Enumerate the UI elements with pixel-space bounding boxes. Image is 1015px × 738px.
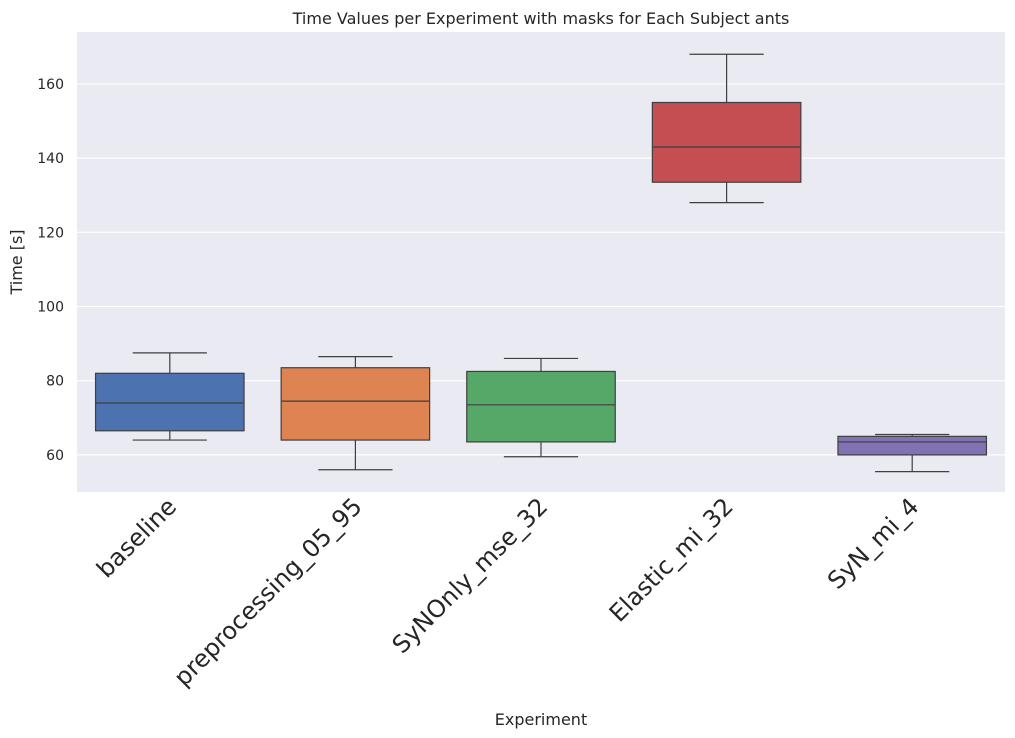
x-axis-label: Experiment: [495, 710, 587, 729]
y-tick-label: 160: [37, 77, 64, 93]
x-tick-label: Elastic_mi_32: [604, 492, 739, 627]
x-tick-label: preprocessing_05_95: [168, 492, 367, 691]
y-tick-label: 80: [46, 374, 64, 390]
box-preprocessing_05_95: [280, 355, 431, 471]
y-tick-label: 100: [37, 300, 64, 316]
x-tick-label: SyNOnly_mse_32: [387, 492, 554, 659]
y-axis-ticks: 60 80 100 120 140 160: [37, 77, 64, 464]
chart-title: Time Values per Experiment with masks fo…: [292, 9, 790, 28]
y-tick-label: 60: [46, 448, 64, 464]
box-iqr: [837, 435, 988, 456]
x-tick-label: SyN_mi_4: [822, 492, 924, 594]
box-iqr: [651, 101, 802, 183]
box-iqr: [94, 372, 245, 432]
box-SyNOnly_mse_32: [466, 357, 616, 458]
box-Elastic_mi_32: [651, 53, 802, 204]
x-tick-label: baseline: [91, 492, 182, 583]
y-tick-label: 120: [37, 225, 64, 241]
box-SyN_mi_4: [837, 433, 988, 473]
y-tick-label: 140: [37, 151, 64, 167]
boxes: [94, 53, 988, 473]
box-baseline: [94, 352, 245, 441]
box-iqr: [466, 370, 616, 443]
y-axis-label: Time [s]: [7, 229, 26, 295]
box-iqr: [280, 367, 431, 441]
